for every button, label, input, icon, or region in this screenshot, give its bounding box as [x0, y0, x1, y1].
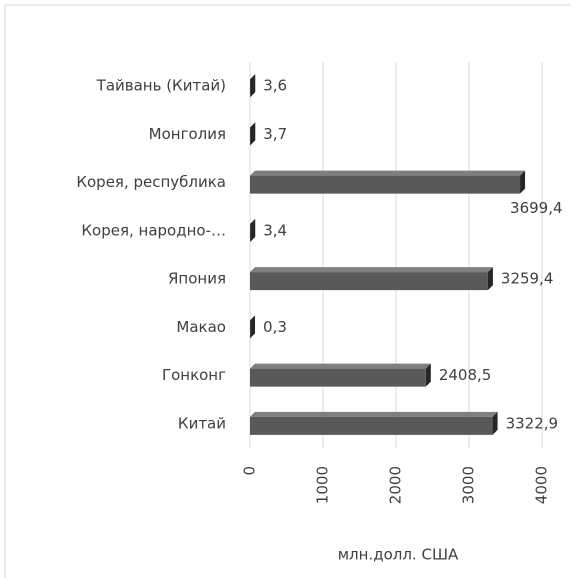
bar-face — [250, 315, 256, 339]
bar-face — [250, 74, 256, 80]
x-tick-label: 3000 — [460, 466, 478, 504]
chart-frame — [4, 4, 571, 578]
y-tick-label: Тайвань (Китай) — [96, 77, 226, 95]
value-label: 3,7 — [263, 125, 287, 143]
bar-face — [520, 170, 526, 194]
bar-face — [250, 363, 431, 369]
bar-face — [250, 79, 251, 98]
bar-face — [250, 122, 256, 146]
bar-face — [250, 74, 256, 98]
bar-face — [250, 127, 251, 146]
value-label: 3,4 — [263, 221, 287, 239]
y-tick-label: Корея, народно-… — [81, 221, 226, 239]
bar-face — [250, 368, 426, 387]
y-tick-label: Монголия — [149, 125, 226, 143]
value-label: 0,3 — [263, 318, 287, 336]
bar-face — [250, 320, 251, 339]
bar — [250, 363, 431, 387]
bar — [250, 411, 498, 435]
bar — [250, 170, 526, 194]
bar-face — [425, 363, 431, 387]
bar — [250, 315, 256, 339]
bar — [250, 122, 256, 146]
y-tick-label: Китай — [178, 414, 226, 432]
x-tick-label: 0 — [241, 466, 259, 476]
bar-face — [250, 170, 526, 176]
y-tick-label: Макао — [176, 318, 226, 336]
value-label: 3699,4 — [510, 199, 563, 217]
bar-face — [250, 411, 498, 417]
bar — [250, 74, 256, 98]
bar-face — [250, 416, 493, 435]
bar-face — [492, 411, 498, 435]
y-tick-label: Япония — [168, 270, 226, 288]
bar-face — [250, 122, 256, 128]
bar-face — [250, 218, 256, 224]
y-tick-label: Гонконг — [162, 366, 226, 384]
value-label: 2408,5 — [439, 366, 492, 384]
bar-face — [250, 267, 493, 273]
bar — [250, 267, 493, 291]
bar-face — [250, 315, 256, 321]
bar-face — [250, 175, 521, 194]
bar — [250, 218, 256, 242]
value-label: 3322,9 — [506, 414, 558, 432]
x-tick-label: 4000 — [533, 466, 551, 504]
x-axis-label: млн.долл. США — [338, 546, 459, 564]
bar-face — [487, 267, 493, 291]
x-tick-label: 2000 — [387, 466, 405, 504]
value-label: 3259,4 — [501, 270, 553, 288]
bar-face — [250, 272, 488, 291]
x-tick-label: 1000 — [314, 466, 332, 504]
bar-face — [250, 218, 256, 242]
value-label: 3,6 — [263, 77, 287, 95]
bar-face — [250, 223, 251, 242]
y-tick-label: Корея, республика — [76, 173, 226, 191]
